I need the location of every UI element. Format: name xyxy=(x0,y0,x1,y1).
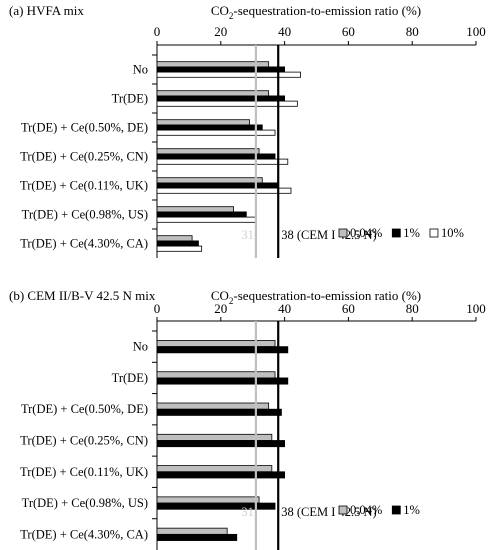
panel-b-bar xyxy=(156,340,276,348)
panel-a-bar xyxy=(156,235,193,242)
panel-a-bar xyxy=(156,182,279,189)
panel-b-x-tick-label: 60 xyxy=(342,301,355,316)
panel-a-x-tick-label: 20 xyxy=(214,24,227,39)
panel-a-bar xyxy=(156,177,263,184)
panel-a-bar xyxy=(156,216,257,223)
panel-a-x-tick-label: 100 xyxy=(466,24,486,39)
panel-b-category-label: No xyxy=(133,340,148,354)
panel-a-legend-label: 0.04% xyxy=(350,226,382,240)
panel-b-bar xyxy=(156,440,285,448)
panel-a-bar xyxy=(156,245,203,252)
panel-b-x-tick-label: 0 xyxy=(154,301,161,316)
panel-b-bar xyxy=(156,527,228,535)
panel-a-legend-swatch xyxy=(429,228,439,238)
panel-b-category-label: Tr(DE) + Ce(4.30%, CA) xyxy=(20,527,148,541)
panel-b-category-label: Tr(DE) + Ce(0.25%, CN) xyxy=(20,434,148,448)
panel-a-legend-label: 10% xyxy=(441,226,464,240)
panel-b-bar xyxy=(156,377,289,385)
panel-b-reference-label: 38 (CEM I 42.5 N) xyxy=(281,505,376,519)
panel-a-legend-label: 1% xyxy=(403,226,420,240)
panel-a-x-tick-label: 0 xyxy=(154,24,161,39)
panel-b-x-tick-label: 80 xyxy=(406,301,419,316)
panel-a-x-tick-label: 60 xyxy=(342,24,355,39)
panel-b-legend-label: 0.04% xyxy=(350,503,382,517)
panel-a: (a) HVFA mix CO2-sequestration-to-emissio… xyxy=(9,3,486,258)
panel-a-legend-swatch xyxy=(391,228,401,238)
panel-a-category-label: Tr(DE) + Ce(0.25%, CN) xyxy=(20,150,148,164)
panel-b-category-label: Tr(DE) xyxy=(112,371,148,385)
panel-b-bar xyxy=(156,533,238,541)
panel-a-x-tick-label: 40 xyxy=(278,24,291,39)
panel-b-bar xyxy=(156,502,276,510)
panel-b-x-tick-label: 100 xyxy=(466,301,486,316)
panel-b-bar xyxy=(156,408,282,416)
panel-a-bar xyxy=(156,119,250,126)
panel-a-category-label: Tr(DE) + Ce(0.11%, UK) xyxy=(20,179,148,193)
panel-a-x-axis-title: CO2-sequestration-to-emission ratio (%) xyxy=(211,3,421,21)
panel-a-bar xyxy=(156,61,270,68)
panel-a-bar xyxy=(156,148,260,155)
panel-b-category-label: Tr(DE) + Ce(0.11%, UK) xyxy=(20,465,148,479)
panel-a-bar xyxy=(156,158,289,165)
panel-b-bar xyxy=(156,371,276,379)
panel-a-reference-label: 31 xyxy=(241,228,254,242)
panel-b-x-tick-label: 20 xyxy=(214,301,227,316)
panel-b-legend-swatch xyxy=(391,505,401,515)
panel-b-legend-label: 1% xyxy=(403,503,420,517)
panel-a-bar xyxy=(156,129,276,136)
panel-a-bar xyxy=(156,187,292,194)
panel-b: (b) CEM II/B-V 42.5 N mix CO2-sequestrati… xyxy=(9,288,486,550)
panel-a-x-tick-label: 80 xyxy=(406,24,419,39)
panel-b-legend-swatch xyxy=(338,505,348,515)
panel-b-bar xyxy=(156,465,273,473)
panel-b-reference-label: 31 xyxy=(241,505,254,519)
panel-a-bar xyxy=(156,211,247,218)
panel-a-bar xyxy=(156,240,199,247)
panel-a-bar xyxy=(156,124,263,131)
panel-b-x-tick-label: 40 xyxy=(278,301,291,316)
panel-b-x-axis-title: CO2-sequestration-to-emission ratio (%) xyxy=(211,288,421,306)
panel-b-title: (b) CEM II/B-V 42.5 N mix xyxy=(9,288,156,303)
panel-a-category-label: Tr(DE) + Ce(0.50%, DE) xyxy=(21,121,148,135)
panel-a-bar xyxy=(156,66,285,73)
panel-a-title: (a) HVFA mix xyxy=(9,3,84,18)
panel-a-bar xyxy=(156,71,301,78)
panel-a-reference-label: 38 (CEM I 42.5 N) xyxy=(281,228,376,242)
panel-b-bar xyxy=(156,496,260,504)
panel-a-legend-swatch xyxy=(338,228,348,238)
panel-a-category-label: Tr(DE) xyxy=(112,92,148,106)
panel-b-category-label: Tr(DE) + Ce(0.98%, US) xyxy=(22,496,148,510)
panel-a-category-label: Tr(DE) + Ce(4.30%, CA) xyxy=(20,237,148,251)
panel-b-bar xyxy=(156,402,270,410)
panel-a-bar xyxy=(156,153,276,160)
panel-a-bar xyxy=(156,100,298,107)
panel-b-bar xyxy=(156,346,289,354)
panel-b-bar xyxy=(156,471,285,479)
panel-a-bar xyxy=(156,90,270,97)
panel-b-bar xyxy=(156,433,273,441)
panel-a-category-label: No xyxy=(133,63,148,77)
panel-a-bar xyxy=(156,206,234,213)
panel-b-category-label: Tr(DE) + Ce(0.50%, DE) xyxy=(21,402,148,416)
panel-a-category-label: Tr(DE) + Ce(0.98%, US) xyxy=(22,208,148,222)
panel-a-bar xyxy=(156,95,285,102)
